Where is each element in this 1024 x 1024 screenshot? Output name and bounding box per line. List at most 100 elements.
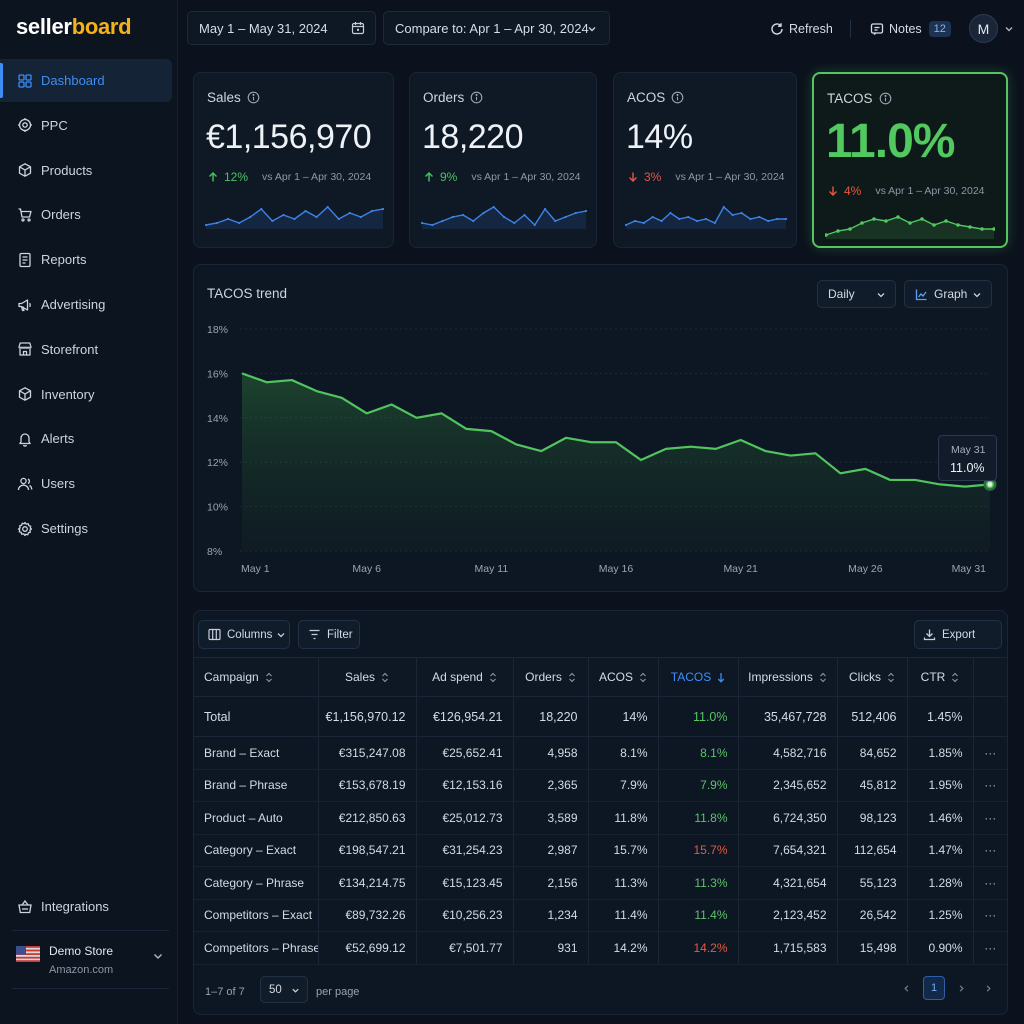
sparkline-point (908, 221, 912, 225)
cell-campaign[interactable]: Category – Exact (194, 834, 319, 867)
tacos-kpi-card[interactable]: TACOS 11.0% 4% vs Apr 1 – Apr 30, 2024 (812, 72, 1008, 248)
column-header-ad-spend[interactable]: Ad spend (416, 657, 514, 697)
cell-ctr: 1.28% (907, 866, 974, 900)
previous-page-button[interactable] (895, 976, 917, 1000)
column-header-impressions[interactable]: Impressions (738, 657, 838, 697)
sort-icon (568, 673, 575, 683)
sidebar-item-products[interactable]: Products (0, 149, 172, 192)
row-more-actions-button[interactable]: ··· (973, 834, 1007, 867)
refresh-button[interactable]: Refresh (770, 18, 833, 40)
sidebar-item-advertising[interactable]: Advertising (0, 283, 172, 326)
row-more-actions-button[interactable]: ··· (973, 899, 1007, 932)
chevron-right-icon (959, 984, 964, 992)
period-select[interactable]: Daily (817, 280, 896, 308)
cell-sales: €315,247.08 (318, 736, 417, 770)
table-row[interactable]: Competitors – Exact €89,732.26 €10,256.23 1… (194, 899, 1007, 932)
table-row[interactable]: Brand – Phrase €153,678.19 €12,153.16 2,365… (194, 769, 1007, 802)
kpi-compare-text: vs Apr 1 – Apr 30, 2024 (471, 171, 581, 183)
column-header-ctr[interactable]: CTR (907, 657, 974, 697)
info-icon[interactable] (879, 92, 892, 105)
table-row[interactable]: Category – Exact €198,547.21 €31,254.23 2,9… (194, 834, 1007, 867)
row-more-actions-button[interactable]: ··· (973, 736, 1007, 770)
x-tick-label: May 6 (352, 563, 381, 575)
sidebar-item-users[interactable]: Users (0, 462, 172, 505)
sidebar-item-orders[interactable]: Orders (0, 193, 172, 236)
table-row[interactable]: Product – Auto €212,850.63 €25,012.73 3,589… (194, 801, 1007, 835)
store-switcher[interactable]: Demo Store Amazon.com (16, 942, 168, 982)
column-header-acos[interactable]: ACOS (588, 657, 659, 697)
user-avatar[interactable]: M (969, 14, 998, 43)
column-header-label: Clicks (849, 670, 881, 684)
sparkline-point (304, 209, 307, 213)
sidebar-item-label: Reports (41, 252, 87, 268)
row-more-actions-button[interactable]: ··· (973, 866, 1007, 900)
acos-kpi-card[interactable]: ACOS 14% 3% vs Apr 1 – Apr 30, 2024 (613, 72, 797, 248)
view-select[interactable]: Graph (904, 280, 992, 308)
sparkline-point (370, 209, 374, 213)
kpi-delta-percent: 9% (440, 170, 458, 184)
info-icon[interactable] (671, 91, 684, 104)
cell-campaign[interactable]: Brand – Exact (194, 736, 319, 770)
column-header-tacos[interactable]: TACOS (658, 657, 739, 697)
sidebar-item-label: Alerts (41, 431, 75, 447)
info-icon[interactable] (247, 91, 260, 104)
sidebar-item-inventory[interactable]: Inventory (0, 373, 172, 416)
cell-sales: €198,547.21 (318, 834, 417, 867)
export-button[interactable]: Export (914, 620, 1002, 649)
view-value: Graph (934, 287, 968, 301)
compare-period-select[interactable]: Compare to: Apr 1 – Apr 30, 2024 (383, 11, 610, 45)
sidebar-item-label: Dashboard (41, 73, 105, 88)
sidebar-item-dashboard[interactable]: Dashboard (0, 59, 172, 102)
sparkline-point (337, 217, 340, 221)
table-row[interactable]: Category – Phrase €134,214.75 €15,123.45 2,… (194, 866, 1007, 900)
row-more-actions-button[interactable]: ··· (973, 769, 1007, 802)
sparkline-point (625, 223, 628, 227)
chevron-down-icon[interactable] (1003, 23, 1015, 35)
sidebar-item-settings[interactable]: Settings (0, 507, 172, 550)
row-more-actions-button[interactable]: ··· (973, 801, 1007, 835)
highlight-point[interactable] (986, 480, 994, 489)
sidebar-item-reports[interactable]: Reports (0, 238, 172, 281)
columns-button[interactable]: Columns (198, 620, 290, 649)
sparkline-point (249, 215, 252, 219)
last-page-button[interactable] (977, 976, 999, 1000)
column-header-orders[interactable]: Orders (513, 657, 589, 697)
cell-clicks: 84,652 (837, 736, 908, 770)
table-row[interactable]: Brand – Exact €315,247.08 €25,652.41 4,958 8… (194, 736, 1007, 770)
orders-kpi-card[interactable]: Orders 18,220 9% vs Apr 1 – Apr 30, 2024 (409, 72, 597, 248)
filter-button[interactable]: Filter (298, 620, 360, 649)
kpi-title-text: ACOS (627, 90, 666, 105)
sparkline-point (651, 215, 654, 219)
next-page-button[interactable] (950, 976, 972, 1000)
column-header-campaign[interactable]: Campaign (194, 657, 319, 697)
cell-impressions: 7,654,321 (738, 834, 838, 867)
cell-orders: 3,589 (513, 801, 589, 835)
table-row[interactable]: Competitors – Phrase €52,699.12 €7,501.77 9… (194, 931, 1007, 965)
y-tick-label: 16% (207, 368, 228, 380)
date-range-picker[interactable]: May 1 – May 31, 2024 (187, 11, 376, 45)
cell-clicks: 26,542 (837, 899, 908, 932)
cell-campaign[interactable]: Competitors – Phrase (194, 931, 319, 965)
seller-board-logo[interactable]: sellerboard (16, 14, 132, 40)
cell-ctr: 0.90% (907, 931, 974, 965)
cell-campaign[interactable]: Category – Phrase (194, 866, 319, 900)
column-header-sales[interactable]: Sales (318, 657, 417, 697)
sidebar-item-ppc[interactable]: PPC (0, 104, 172, 147)
cell-campaign[interactable]: Product – Auto (194, 801, 319, 835)
sort-icon (382, 673, 388, 683)
page-size-select[interactable]: 50 (260, 976, 308, 1003)
topbar-divider (850, 20, 851, 38)
column-header-clicks[interactable]: Clicks (837, 657, 908, 697)
cell-campaign[interactable]: Brand – Phrase (194, 769, 319, 802)
row-more-actions-button[interactable]: ··· (973, 931, 1007, 965)
sidebar-item-integrations[interactable]: Integrations (0, 885, 172, 928)
page-1-button[interactable]: 1 (923, 976, 945, 1000)
info-icon[interactable] (470, 91, 483, 104)
notes-button[interactable]: Notes 12 (870, 18, 951, 40)
sales-kpi-card[interactable]: Sales €1,156,970 12% vs Apr 1 – Apr 30, 202… (193, 72, 394, 248)
sparkline-point (956, 223, 960, 227)
trend-chart[interactable]: 18% 16% 14% 12% 10% 8% May 1 May 6 May 11 May 16 M… (194, 265, 1007, 591)
cell-campaign[interactable]: Competitors – Exact (194, 899, 319, 932)
sidebar-item-alerts[interactable]: Alerts (0, 417, 172, 460)
sidebar-item-storefront[interactable]: Storefront (0, 328, 172, 371)
